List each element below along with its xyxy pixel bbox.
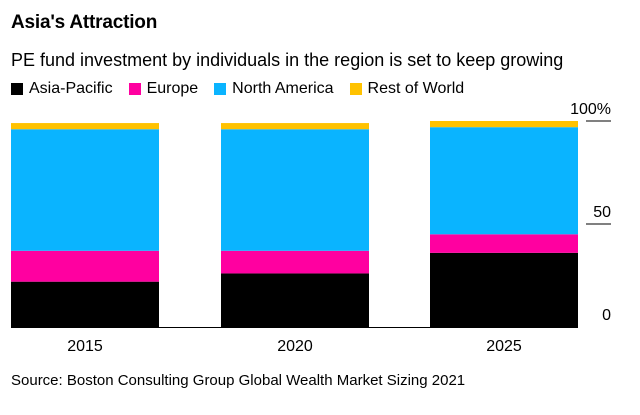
legend-label-north-america: North America [232, 80, 334, 97]
bar-segment-2025-asia-pacific [430, 252, 578, 327]
bar-segment-2020-north-america [221, 129, 369, 251]
legend-item-north-america: North America [214, 80, 334, 98]
legend-swatch-north-america [214, 83, 227, 95]
bar-segment-2015-asia-pacific [11, 281, 159, 327]
bar-segment-2015-rest-of-world [11, 123, 159, 130]
legend-item-europe: Europe [128, 80, 199, 98]
legend-item-rest-of-world: Rest of World [349, 80, 465, 98]
legend-item-asia-pacific: Asia-Pacific [11, 80, 113, 98]
bar-segment-2015-europe [11, 250, 159, 282]
legend-label-rest-of-world: Rest of World [367, 80, 465, 97]
y-tick-label-0: 0 [602, 307, 611, 324]
x-tick-label-2020: 2020 [277, 338, 313, 355]
chart-title: Asia's Attraction [11, 12, 158, 33]
source-note: Source: Boston Consulting Group Global W… [11, 372, 466, 389]
y-tick-label-100: 100% [570, 101, 611, 118]
legend-label-europe: Europe [146, 80, 199, 97]
x-tick-label-2025: 2025 [486, 338, 522, 355]
chart-subtitle: PE fund investment by individuals in the… [11, 50, 564, 70]
bar-segment-2020-asia-pacific [221, 273, 369, 327]
legend-swatch-asia-pacific [11, 83, 23, 95]
bar-segment-2025-europe [430, 234, 578, 253]
legend-swatch-rest-of-world [349, 83, 362, 95]
legend-label-asia-pacific: Asia-Pacific [29, 80, 113, 97]
bar-segment-2015-north-america [11, 129, 159, 251]
bar-segment-2020-europe [221, 250, 369, 274]
y-tick-label-50: 50 [593, 204, 611, 221]
bar-segment-2020-rest-of-world [221, 123, 369, 130]
bar-segment-2025-north-america [430, 127, 578, 235]
x-tick-label-2015: 2015 [67, 338, 103, 355]
bar-segment-2025-rest-of-world [430, 121, 578, 128]
legend: Asia-Pacific Europe North America Rest o… [11, 80, 480, 98]
legend-swatch-europe [128, 83, 141, 95]
